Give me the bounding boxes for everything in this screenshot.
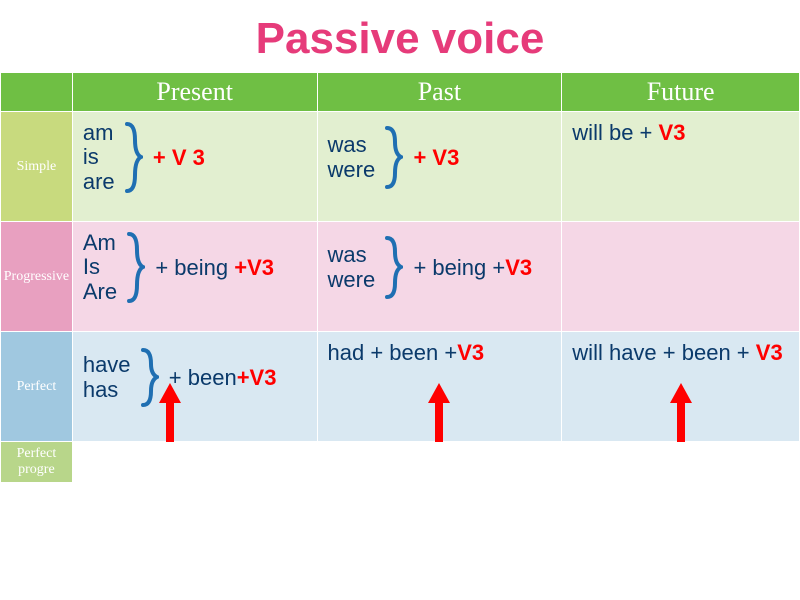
bracket-icon [385, 230, 403, 305]
formula-text: had + been + [328, 340, 458, 365]
label-simple: Simple [1, 112, 73, 222]
aux-text: am [83, 121, 115, 145]
label-perfect: Perfect [1, 332, 73, 442]
cell-pp-present [72, 442, 317, 483]
arrow-up-icon [668, 381, 694, 449]
row-perfect-progressive: Perfect progre [1, 442, 800, 483]
aux-stack: was were [328, 243, 376, 291]
cell-pp-past [317, 442, 562, 483]
cell-perfect-past: had + been +V3 [317, 332, 562, 442]
cell-progressive-past: was were + being +V3 [317, 222, 562, 332]
bracket-icon [127, 230, 145, 305]
aux-text: is [83, 145, 115, 169]
cell-simple-future: will be + V3 [562, 112, 800, 222]
formula-text: will have + been + [572, 340, 755, 365]
bracket-icon [385, 120, 403, 195]
aux-text: were [328, 268, 376, 292]
label-perfect-progressive: Perfect progre [1, 442, 73, 483]
row-simple: Simple am is are + V 3 was were + V3 wil… [1, 112, 800, 222]
col-present: Present [72, 73, 317, 112]
page-title: Passive voice [0, 0, 800, 72]
aux-text: Am [83, 231, 117, 255]
formula-v3: V3 [659, 120, 686, 145]
aux-text: Are [83, 280, 117, 304]
label-progressive: Progressive [1, 222, 73, 332]
row-progressive: Progressive Am Is Are + being +V3 was we… [1, 222, 800, 332]
aux-text: have [83, 353, 131, 377]
formula-v3: + V 3 [153, 145, 205, 171]
formula-text: + being +V3 [155, 255, 274, 281]
col-future: Future [562, 73, 800, 112]
cell-simple-past: was were + V3 [317, 112, 562, 222]
aux-stack: Am Is Are [83, 231, 117, 304]
passive-voice-table: Present Past Future Simple am is are + V… [0, 72, 800, 483]
aux-text: has [83, 378, 131, 402]
cell-progressive-future [562, 222, 800, 332]
aux-text: was [328, 243, 376, 267]
formula-text: will be + [572, 120, 658, 145]
bracket-icon [125, 120, 143, 195]
bracket-icon [141, 340, 159, 415]
aux-stack: was were [328, 133, 376, 181]
formula-v3: V3 [756, 340, 783, 365]
header-corner [1, 73, 73, 112]
aux-stack: have has [83, 353, 131, 401]
formula-text: + been+V3 [169, 365, 277, 391]
aux-text: was [328, 133, 376, 157]
arrow-up-icon [426, 381, 452, 449]
cell-progressive-present: Am Is Are + being +V3 [72, 222, 317, 332]
aux-text: were [328, 158, 376, 182]
formula-v3: + V3 [413, 145, 459, 171]
aux-text: are [83, 170, 115, 194]
aux-text: Is [83, 255, 117, 279]
cell-perfect-present: have has + been+V3 [72, 332, 317, 442]
aux-stack: am is are [83, 121, 115, 194]
cell-perfect-future: will have + been + V3 [562, 332, 800, 442]
table-header-row: Present Past Future [1, 73, 800, 112]
formula-v3: V3 [457, 340, 484, 365]
formula-text: + being +V3 [413, 255, 532, 281]
arrow-up-icon [157, 381, 183, 449]
col-past: Past [317, 73, 562, 112]
row-perfect: Perfect have has + been+V3 had + been +V… [1, 332, 800, 442]
cell-simple-present: am is are + V 3 [72, 112, 317, 222]
cell-pp-future [562, 442, 800, 483]
